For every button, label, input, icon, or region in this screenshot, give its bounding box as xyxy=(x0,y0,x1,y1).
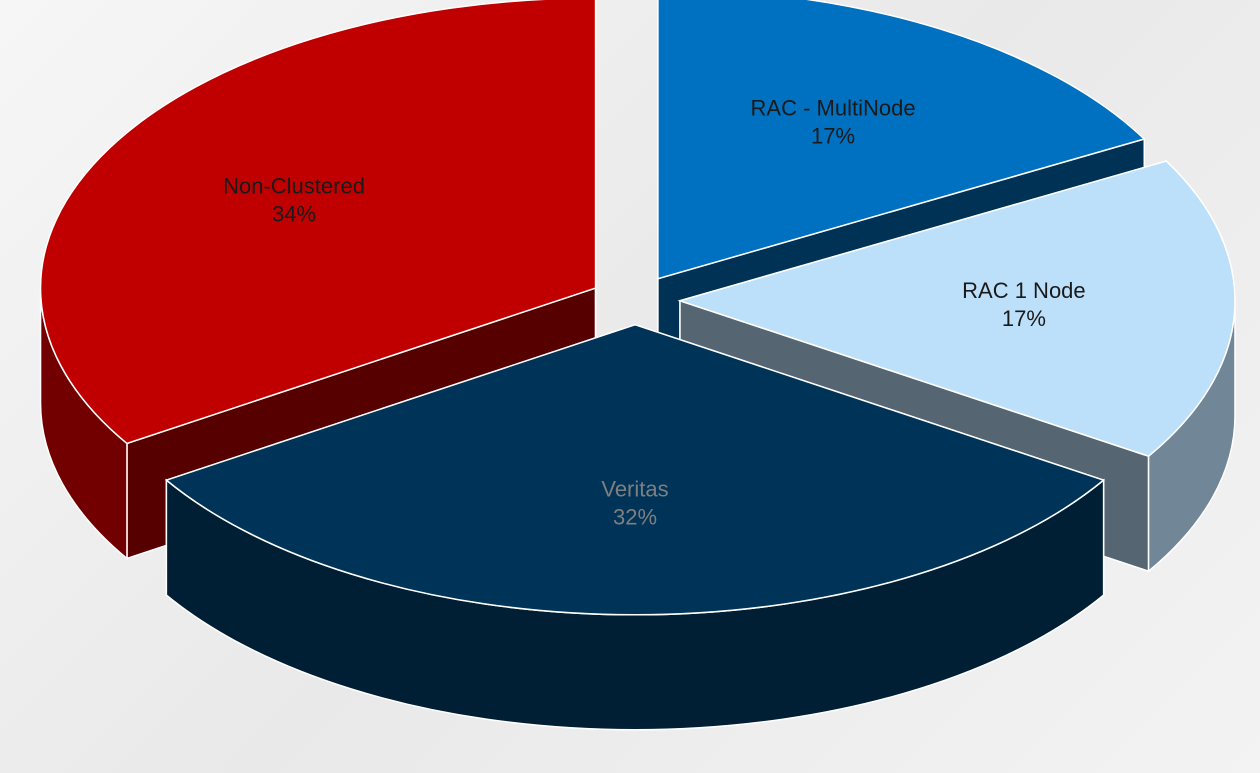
slice-value: 17% xyxy=(811,124,855,149)
slice-value: 17% xyxy=(1002,306,1046,331)
slice-value: 34% xyxy=(272,201,316,226)
slice-label: Non-Clustered xyxy=(223,173,365,198)
pie xyxy=(39,0,1236,731)
slice-value: 32% xyxy=(613,504,657,529)
labels: RAC - MultiNode 17% Non-Clustered 34% RAC 1 … xyxy=(223,96,1086,530)
slice-label: RAC 1 Node xyxy=(962,278,1086,303)
slice-label: RAC - MultiNode xyxy=(751,96,916,121)
slice xyxy=(677,160,1236,458)
slice xyxy=(164,323,1106,616)
slice xyxy=(39,0,597,445)
slice xyxy=(657,0,1146,280)
slice-label: Veritas xyxy=(601,476,668,501)
